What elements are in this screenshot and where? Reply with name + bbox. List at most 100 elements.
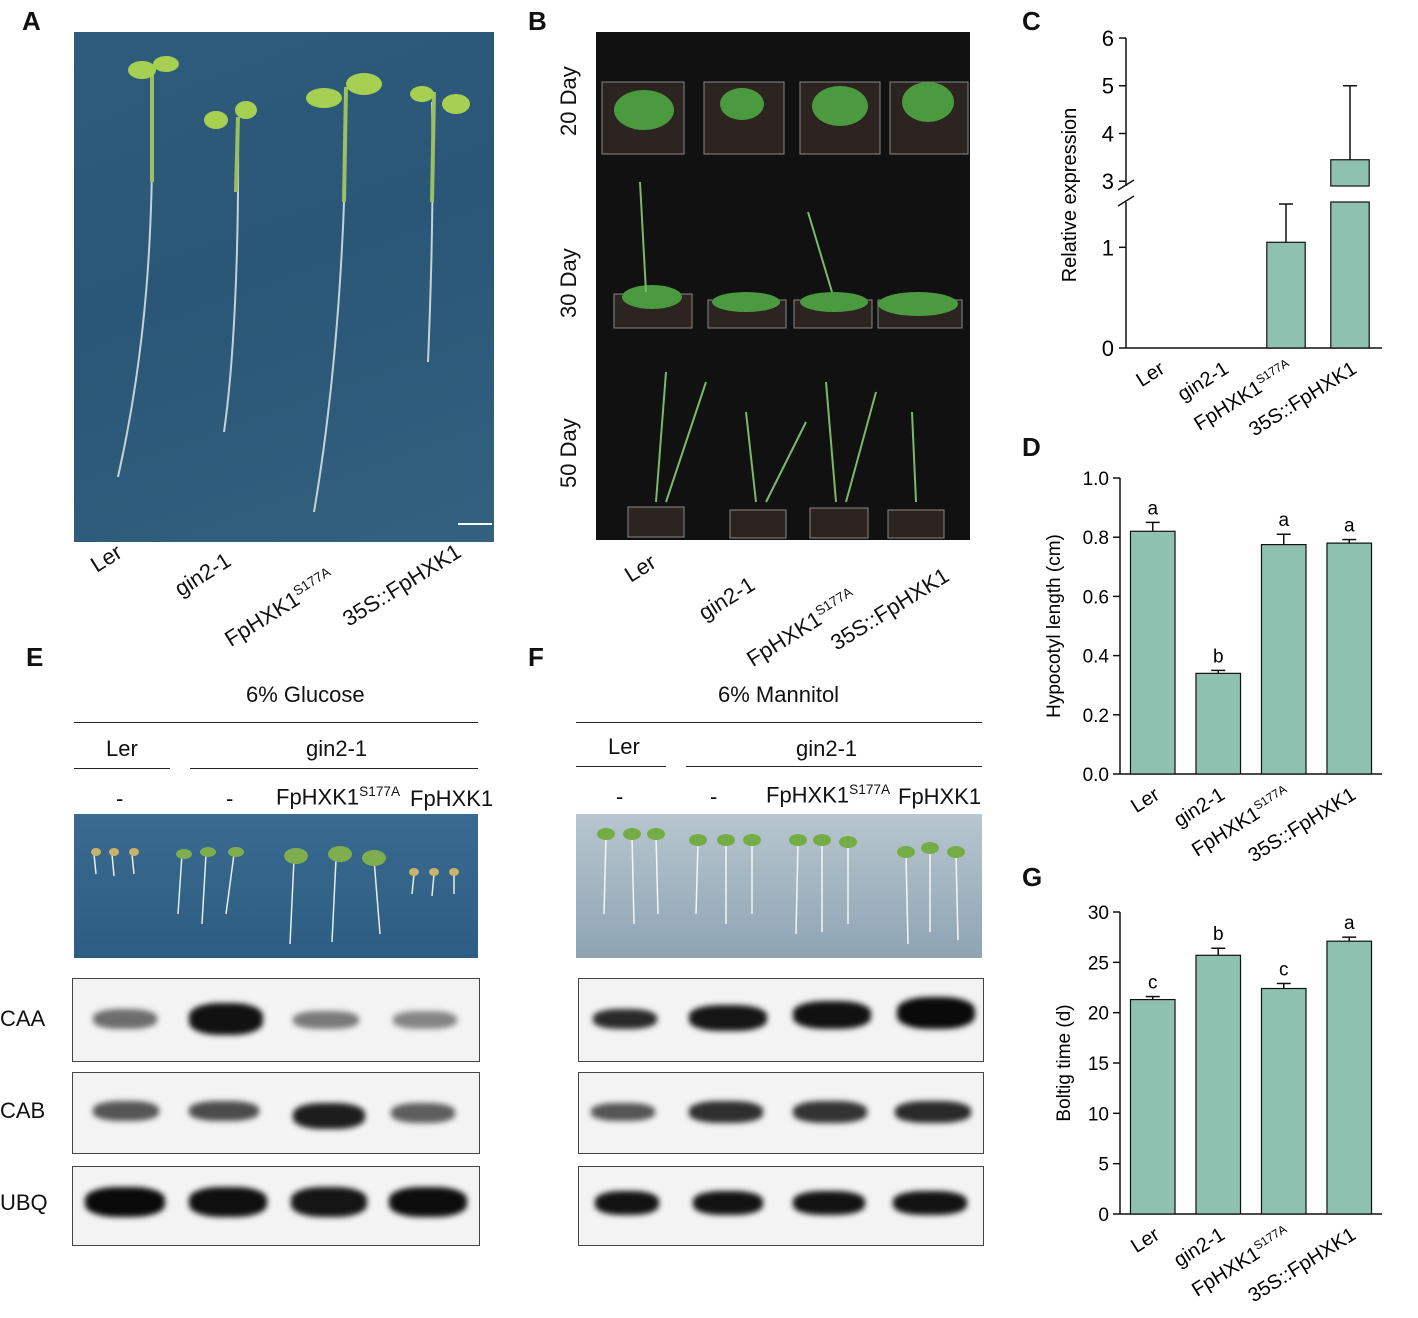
band <box>293 1103 365 1129</box>
seedling-glucose-illustration <box>91 846 459 945</box>
band <box>93 1101 159 1121</box>
day-label-20: 20 Day <box>556 66 581 136</box>
bar <box>1326 542 1373 775</box>
seedling-photo-e <box>74 814 478 958</box>
seedling-photo-a <box>74 32 494 542</box>
lane-label-f-2: - <box>710 784 718 809</box>
treatment-line-f <box>576 722 982 723</box>
x-tick-label: Ler <box>1132 357 1168 391</box>
band <box>893 1191 967 1215</box>
panel-label-b: B <box>528 6 547 36</box>
bar <box>1129 530 1176 775</box>
seedling-mannitol-illustration <box>597 828 965 945</box>
lane-label-f-3: FpHXK1S177A <box>766 782 891 808</box>
row-label-ubq: UBQ <box>0 1190 48 1215</box>
lane-label-e-2: - <box>226 786 234 811</box>
band <box>85 1187 165 1217</box>
band <box>593 1009 657 1029</box>
y-tick-label: 3 <box>1102 169 1114 194</box>
x-tick-label: Ler <box>1127 783 1163 817</box>
y-tick-label: 1.0 <box>1083 469 1109 490</box>
panel-label-e: E <box>26 642 44 672</box>
blot-f-caa <box>578 978 984 1062</box>
y-axis-label: Relative expression <box>1059 108 1081 283</box>
blot-f-ubq <box>578 1166 984 1246</box>
y-tick-label: 0.4 <box>1083 647 1110 668</box>
bar-lower <box>1330 201 1370 349</box>
band <box>591 1103 655 1121</box>
band <box>93 1009 157 1029</box>
plant-growth-illustration <box>601 81 969 539</box>
axis-break-mark <box>1117 195 1135 207</box>
chart-hypocotyl-length: 0.00.20.40.60.81.0aLerbgin2-1aFpHXK1S177… <box>1044 469 1382 867</box>
significance-letter: c <box>1148 973 1158 994</box>
y-tick-label: 20 <box>1088 1004 1109 1025</box>
y-tick-label: 0.6 <box>1083 587 1109 608</box>
band <box>291 1187 367 1217</box>
treatment-label-f: 6% Mannitol <box>718 682 840 707</box>
panel-label-a: A <box>22 6 41 36</box>
bar <box>1260 543 1307 775</box>
y-tick-label: 25 <box>1088 953 1109 974</box>
genotype-label-gin2-a: gin2-1 <box>170 547 236 602</box>
seedling-illustration <box>117 56 492 525</box>
day-label-30: 30 Day <box>556 248 581 318</box>
y-tick-label: 0.0 <box>1083 765 1109 786</box>
bar-upper <box>1330 159 1370 187</box>
band <box>793 1001 871 1029</box>
panel-label-g: G <box>1022 862 1043 892</box>
y-tick-label: 0 <box>1098 1205 1109 1226</box>
treatment-label-e: 6% Glucose <box>246 682 365 707</box>
genotype-label-s177a-a: FpHXK1S177A <box>220 564 334 652</box>
significance-letter: b <box>1213 924 1224 945</box>
band <box>293 1011 359 1029</box>
band <box>189 1187 267 1217</box>
band <box>895 1101 971 1123</box>
y-tick-label: 15 <box>1088 1054 1109 1075</box>
band <box>393 1011 457 1029</box>
genotype-label-ler-b: Ler <box>620 549 661 588</box>
band <box>693 1191 763 1215</box>
group-label-ler-f: Ler <box>608 734 640 759</box>
significance-letter: a <box>1278 510 1289 531</box>
blot-e-cab <box>72 1072 480 1154</box>
y-tick-label: 6 <box>1102 26 1114 51</box>
blot-e-ubq <box>72 1166 480 1246</box>
band <box>793 1191 865 1215</box>
band <box>689 1101 763 1123</box>
bar <box>1326 940 1373 1215</box>
significance-letter: c <box>1279 959 1289 980</box>
bar <box>1260 987 1307 1215</box>
treatment-line-e <box>74 722 478 723</box>
panel-label-d: D <box>1022 432 1041 462</box>
lane-label-f-4: FpHXK1 <box>898 784 982 809</box>
y-tick-label: 5 <box>1098 1155 1109 1176</box>
y-axis-label: Boltig time (d) <box>1054 1004 1075 1121</box>
rosette-photo-b <box>596 32 970 540</box>
day-label-50: 50 Day <box>556 418 581 488</box>
y-tick-label: 30 <box>1088 903 1109 924</box>
y-tick-label: 10 <box>1088 1104 1109 1125</box>
y-tick-label: 0.2 <box>1083 706 1109 727</box>
y-axis-label: Hypocotyl length (cm) <box>1044 534 1065 718</box>
band <box>391 1103 455 1123</box>
y-tick-label: 5 <box>1102 74 1114 99</box>
panel-label-f: F <box>528 642 544 672</box>
lane-label-f-1: - <box>616 784 624 809</box>
group-line-gin2-e <box>190 768 478 769</box>
chart-bolting-time: 051015202530cLerbgin2-1cFpHXK1S177Aa35S:… <box>1054 903 1382 1307</box>
bar <box>1129 998 1176 1215</box>
group-label-ler-e: Ler <box>106 736 138 761</box>
bar <box>1266 241 1306 349</box>
lane-label-e-3: FpHXK1S177A <box>276 784 401 810</box>
group-label-gin2-f: gin2-1 <box>796 736 858 761</box>
band <box>189 1101 259 1121</box>
y-tick-label: 4 <box>1102 121 1114 146</box>
band <box>189 1003 263 1035</box>
band <box>595 1191 659 1215</box>
axis-break-mark <box>1117 179 1135 191</box>
significance-letter: b <box>1213 646 1224 667</box>
row-label-cab: CAB <box>0 1098 46 1123</box>
band <box>897 997 975 1029</box>
